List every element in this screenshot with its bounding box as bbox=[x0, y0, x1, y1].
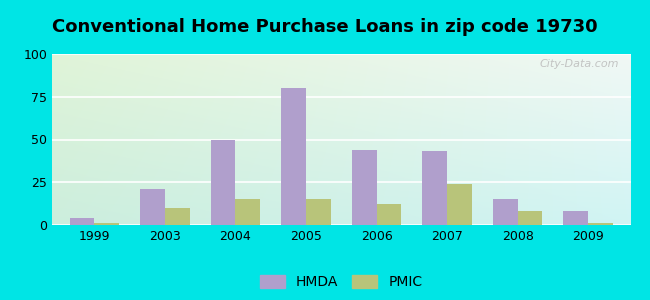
Bar bbox=[564, 211, 588, 225]
Bar bbox=[422, 152, 447, 225]
Bar bbox=[70, 218, 94, 225]
Bar bbox=[94, 223, 119, 225]
Bar bbox=[376, 205, 401, 225]
Bar bbox=[447, 184, 472, 225]
Bar bbox=[588, 223, 613, 225]
Bar bbox=[140, 189, 165, 225]
Bar bbox=[306, 199, 331, 225]
Bar bbox=[235, 199, 260, 225]
Legend: HMDA, PMIC: HMDA, PMIC bbox=[254, 270, 428, 295]
Bar bbox=[211, 140, 235, 225]
Bar bbox=[493, 199, 517, 225]
Bar bbox=[352, 150, 376, 225]
Text: Conventional Home Purchase Loans in zip code 19730: Conventional Home Purchase Loans in zip … bbox=[52, 18, 598, 36]
Bar bbox=[165, 208, 190, 225]
Bar bbox=[517, 211, 542, 225]
Text: City-Data.com: City-Data.com bbox=[540, 59, 619, 69]
Bar bbox=[281, 88, 306, 225]
